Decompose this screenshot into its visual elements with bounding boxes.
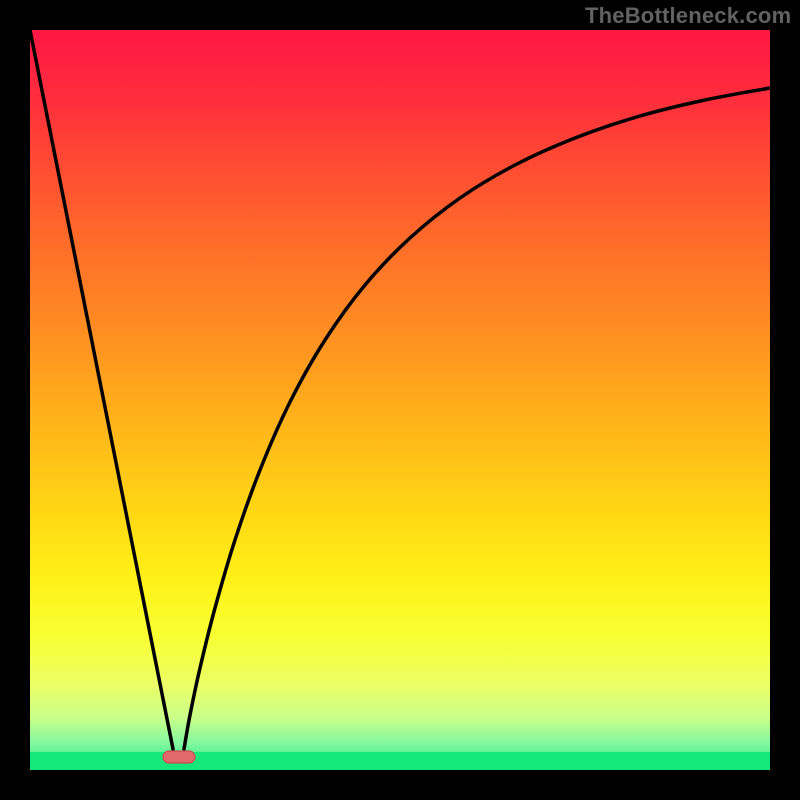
vertex-marker	[163, 751, 195, 763]
frame-border-right	[770, 0, 800, 800]
gradient-background	[30, 30, 770, 770]
watermark-text: TheBottleneck.com	[585, 3, 791, 29]
frame-border-bottom	[0, 770, 800, 800]
frame-border-left	[0, 0, 30, 800]
bottom-green-band	[30, 752, 770, 770]
bottleneck-chart	[0, 0, 800, 800]
